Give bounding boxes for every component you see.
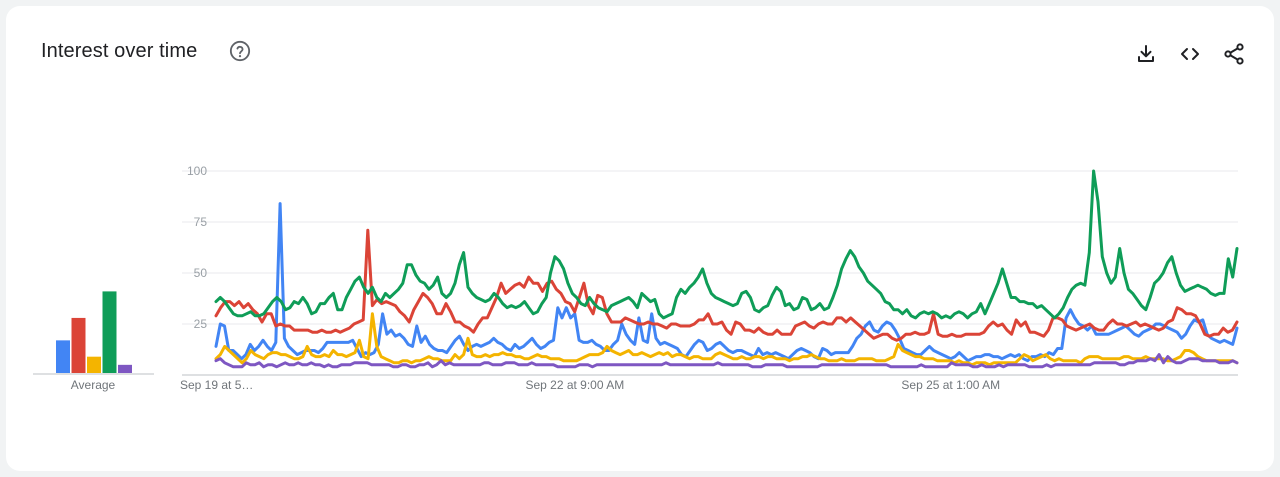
download-icon[interactable]: [1134, 42, 1158, 66]
series-line-1: [214, 202, 1239, 363]
x-tick-label: Sep 25 at 1:00 AM: [901, 378, 1000, 392]
series-line-5: [214, 353, 1239, 369]
chart-actions: [1134, 42, 1246, 66]
y-tick-label: 25: [194, 317, 208, 331]
x-tick-label: Sep 22 at 9:00 AM: [525, 378, 624, 392]
embed-icon[interactable]: [1178, 42, 1202, 66]
y-tick-label: 50: [194, 266, 208, 280]
share-icon[interactable]: [1222, 42, 1246, 66]
x-tick-label: Sep 19 at 5…: [180, 378, 253, 392]
series-line-4: [214, 169, 1239, 320]
y-tick-label: 75: [194, 215, 208, 229]
average-bar-3: [87, 356, 101, 373]
y-tick-label: 100: [187, 164, 207, 178]
average-bar-5: [118, 364, 132, 373]
average-bar-4: [102, 291, 117, 373]
help-icon[interactable]: [229, 40, 251, 62]
series-line-2: [214, 228, 1239, 342]
average-bar-2: [71, 317, 86, 373]
average-label: Average: [71, 378, 116, 392]
interest-over-time-card: Interest over time: [6, 6, 1274, 471]
series-line-3: [214, 312, 1239, 367]
average-bar-1: [56, 340, 70, 373]
chart-title: Interest over time: [41, 40, 198, 62]
